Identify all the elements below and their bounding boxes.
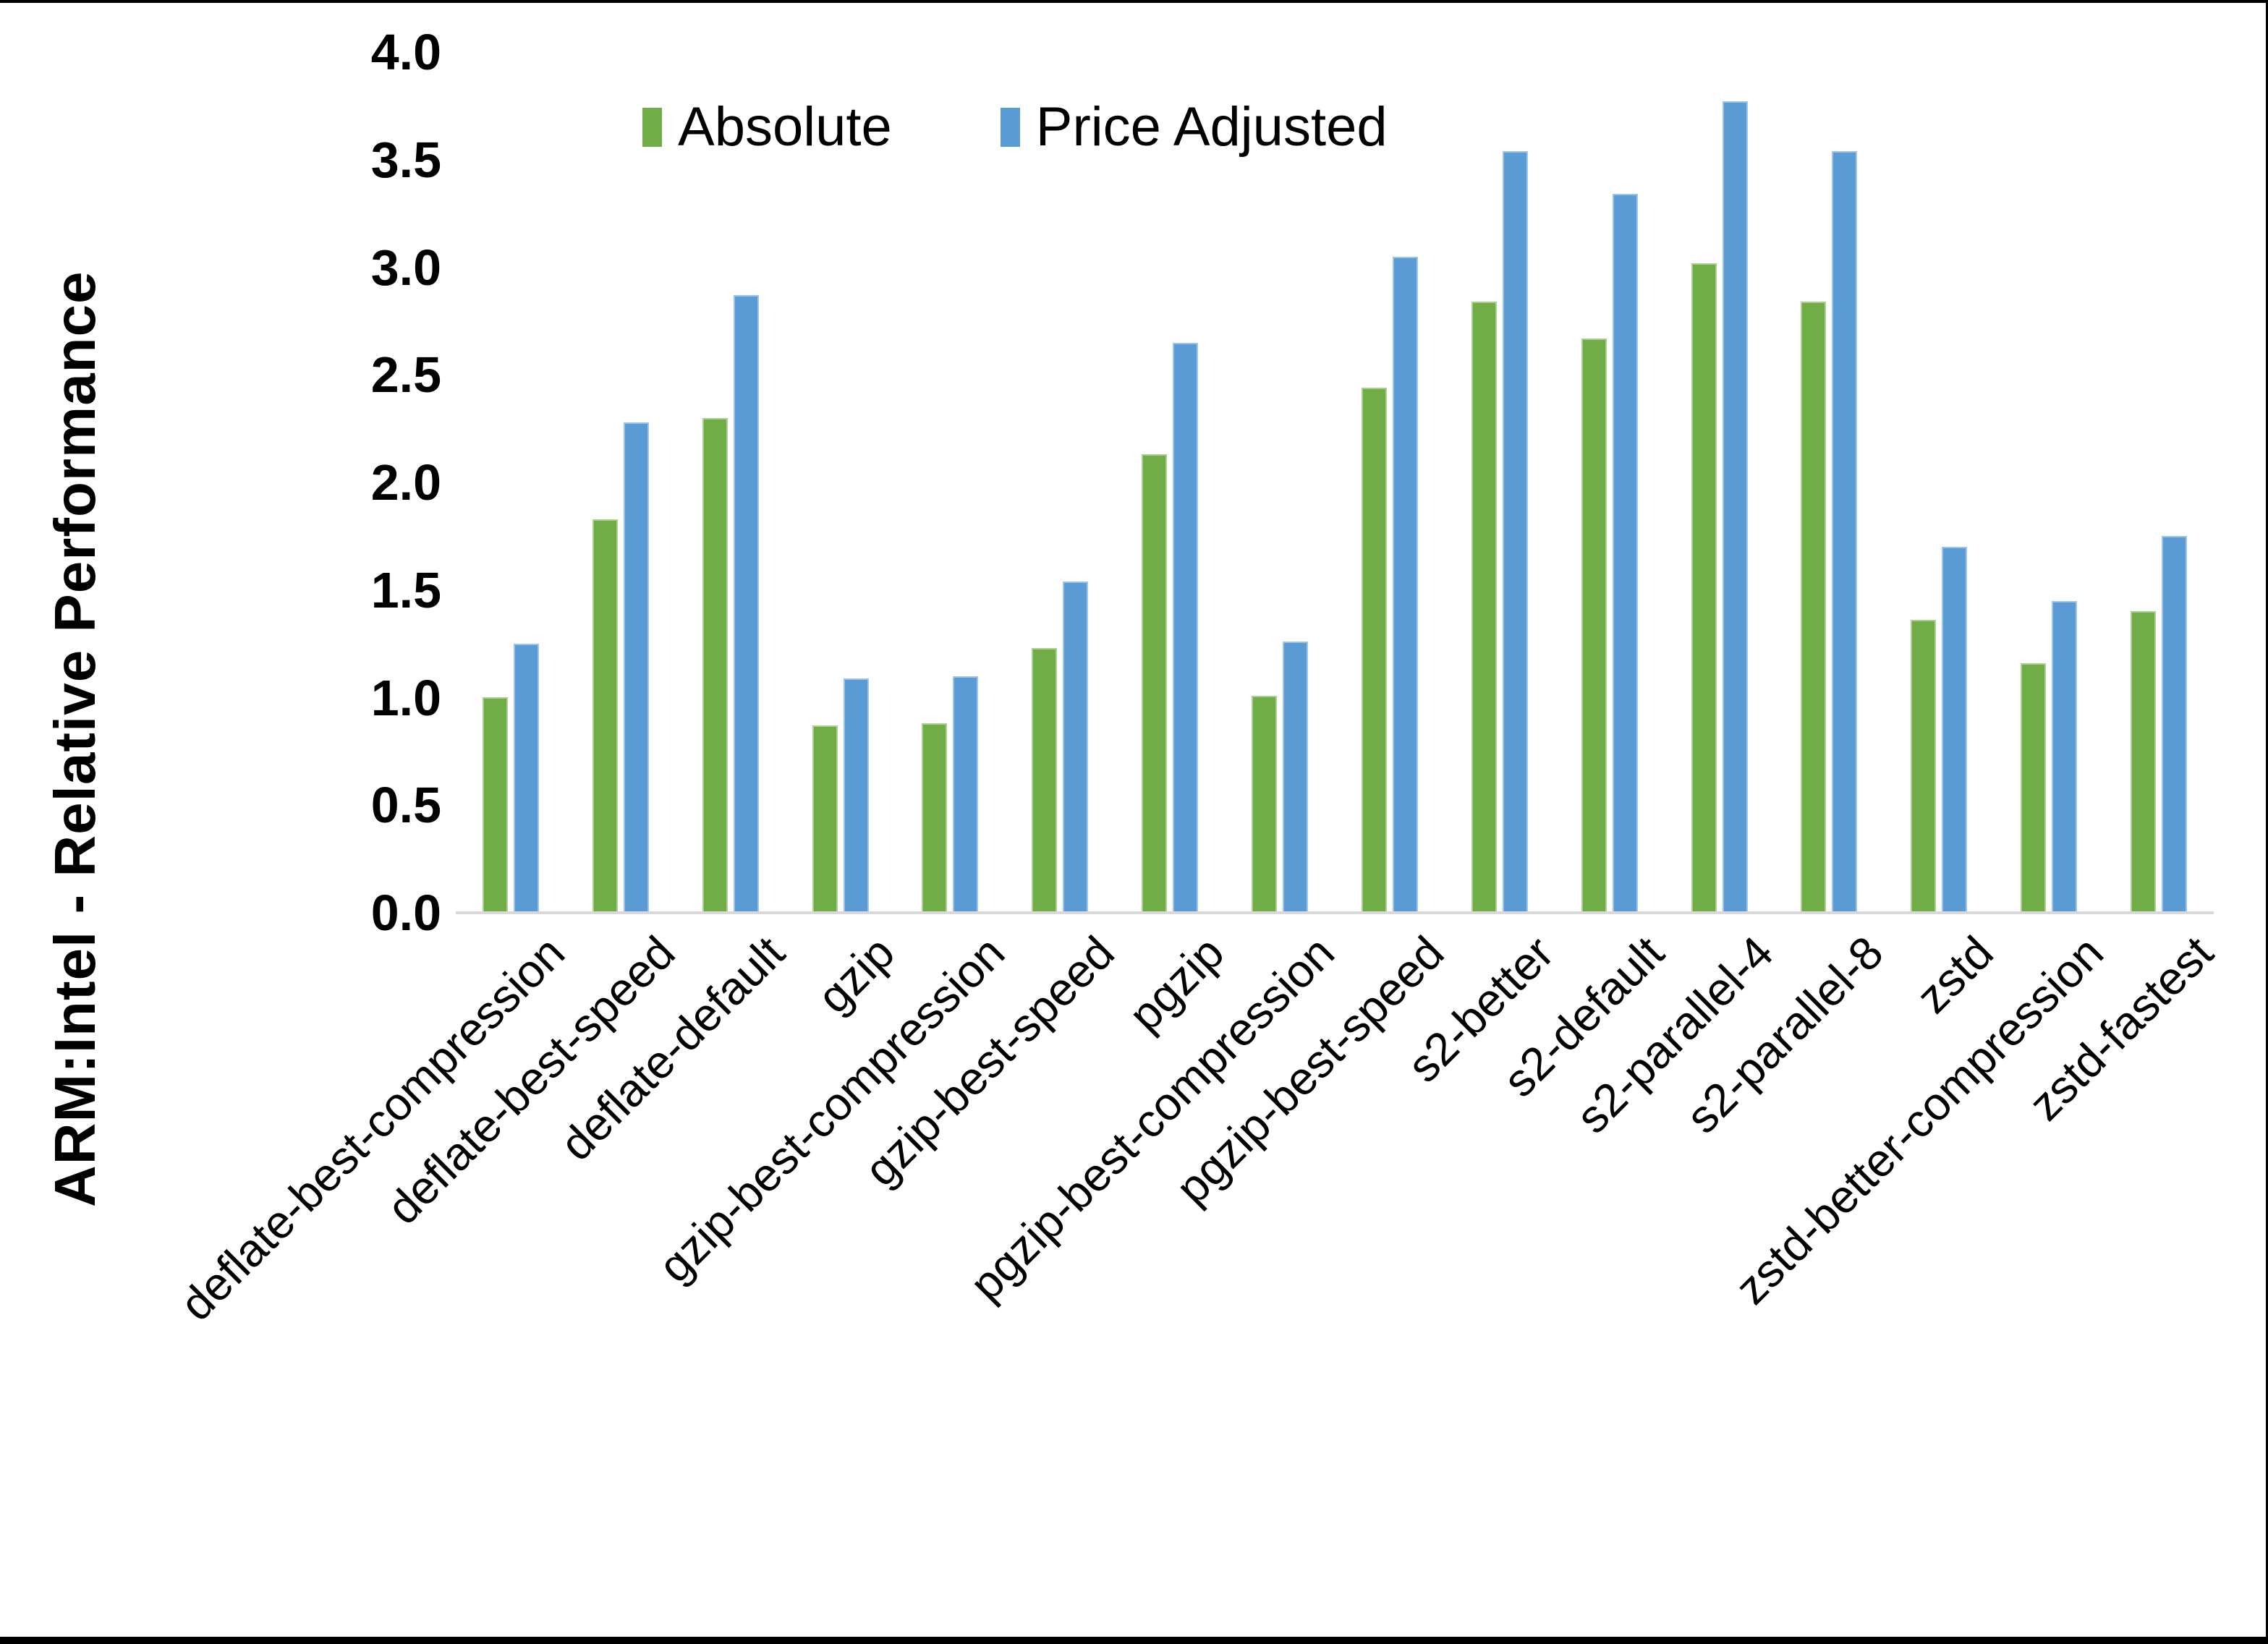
bar-price-adjusted-s2-better bbox=[1503, 151, 1528, 913]
bar-price-adjusted-s2-parallel-8 bbox=[1832, 151, 1857, 913]
bar-absolute-pgzip-best-compression bbox=[1252, 696, 1277, 913]
bar-price-adjusted-gzip bbox=[844, 678, 869, 913]
x-category-label-gzip: gzip bbox=[807, 926, 905, 1023]
bar-price-adjusted-pgzip-best-speed bbox=[1393, 257, 1418, 913]
legend-label-price-adjusted: Price Adjusted bbox=[1035, 96, 1388, 158]
y-tick-label-1.5: 1.5 bbox=[370, 561, 441, 618]
bar-price-adjusted-s2-default bbox=[1613, 194, 1638, 913]
y-tick-label-2.0: 2.0 bbox=[370, 454, 441, 511]
x-category-label-zstd: zstd bbox=[1906, 926, 2003, 1023]
bar-price-adjusted-zstd bbox=[1942, 547, 1967, 913]
bar-price-adjusted-pgzip bbox=[1173, 343, 1198, 913]
y-tick-label-1.0: 1.0 bbox=[370, 669, 441, 726]
bar-absolute-gzip bbox=[812, 725, 838, 913]
legend-item-absolute: Absolute bbox=[642, 95, 892, 158]
y-axis-title: ARM:Intel - Relative Performance bbox=[43, 271, 107, 1207]
x-axis-line bbox=[456, 911, 2214, 914]
bar-absolute-zstd-better-compression bbox=[2021, 663, 2046, 913]
bar-absolute-zstd-fastest bbox=[2131, 611, 2156, 913]
legend: Absolute Price Adjusted bbox=[642, 95, 1388, 158]
bar-absolute-s2-parallel-8 bbox=[1801, 302, 1826, 913]
bar-price-adjusted-gzip-best-speed bbox=[1063, 582, 1088, 913]
bar-absolute-deflate-default bbox=[702, 418, 728, 913]
y-tick-label-0.5: 0.5 bbox=[370, 777, 441, 834]
bar-absolute-s2-default bbox=[1581, 338, 1607, 913]
y-tick-label-3.0: 3.0 bbox=[370, 239, 441, 296]
legend-swatch-price-adjusted bbox=[1000, 107, 1020, 147]
bar-price-adjusted-pgzip-best-compression bbox=[1283, 642, 1308, 913]
bar-price-adjusted-deflate-best-speed bbox=[624, 422, 649, 913]
bar-absolute-gzip-best-compression bbox=[922, 723, 947, 913]
y-tick-label-0.0: 0.0 bbox=[370, 885, 441, 941]
bar-price-adjusted-zstd-better-compression bbox=[2052, 601, 2077, 913]
bar-price-adjusted-zstd-fastest bbox=[2162, 536, 2187, 913]
bar-absolute-deflate-best-speed bbox=[593, 519, 618, 913]
bar-absolute-zstd bbox=[1911, 620, 1936, 913]
bar-absolute-s2-parallel-4 bbox=[1691, 263, 1717, 913]
bar-price-adjusted-gzip-best-compression bbox=[953, 676, 978, 913]
y-tick-label-2.5: 2.5 bbox=[370, 346, 441, 404]
bar-absolute-s2-better bbox=[1471, 302, 1497, 913]
bar-absolute-pgzip bbox=[1142, 454, 1167, 913]
legend-swatch-absolute bbox=[642, 107, 662, 147]
bar-absolute-gzip-best-speed bbox=[1032, 648, 1057, 913]
y-tick-label-4.0: 4.0 bbox=[370, 24, 441, 80]
bar-price-adjusted-deflate-best-compression bbox=[514, 644, 539, 913]
bar-price-adjusted-deflate-default bbox=[734, 295, 759, 913]
bar-absolute-deflate-best-compression bbox=[483, 697, 508, 913]
legend-label-absolute: Absolute bbox=[678, 96, 892, 158]
bar-price-adjusted-s2-parallel-4 bbox=[1723, 101, 1748, 913]
legend-item-price-adjusted: Price Adjusted bbox=[1000, 95, 1388, 158]
y-tick-label-3.5: 3.5 bbox=[370, 131, 441, 188]
bar-absolute-pgzip-best-speed bbox=[1362, 388, 1387, 913]
